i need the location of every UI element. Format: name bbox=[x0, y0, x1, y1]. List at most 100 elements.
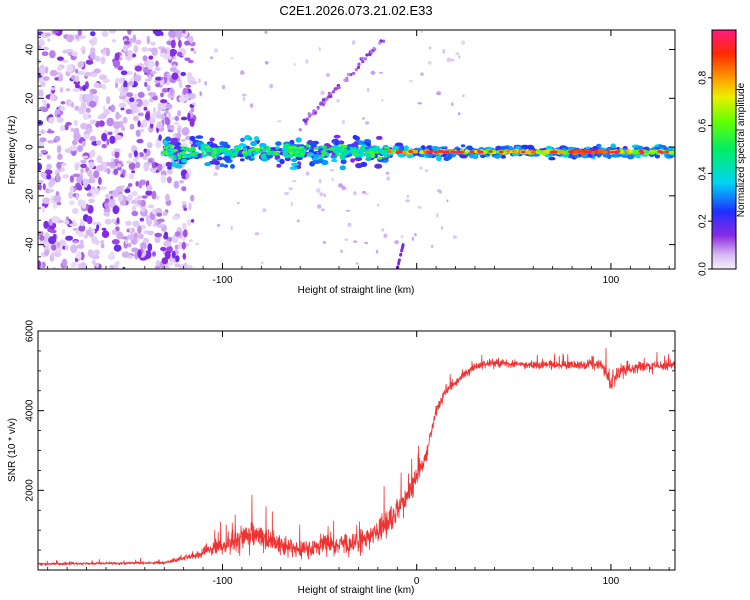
spectrogram-cell bbox=[129, 97, 135, 103]
spectrogram-cell bbox=[460, 144, 466, 148]
spectrogram-cell bbox=[602, 153, 609, 158]
spectrogram-cell bbox=[219, 141, 226, 146]
spectrogram-cell bbox=[46, 130, 55, 134]
snr-x-tick-label: 0 bbox=[414, 576, 420, 587]
spectrogram-cell bbox=[165, 103, 173, 110]
spectrogram-cell bbox=[353, 141, 359, 147]
figure-title: C2E1.2026.073.21.02.E33 bbox=[279, 3, 432, 18]
spectrogram-cell bbox=[95, 165, 104, 172]
spectrogram-cell bbox=[187, 59, 194, 64]
spectrogram-cell bbox=[133, 115, 139, 122]
spectrogram-cell bbox=[321, 145, 328, 149]
spectrogram-cell bbox=[400, 249, 404, 253]
spectrogram-cell bbox=[376, 156, 383, 160]
spectrogram-cell bbox=[179, 264, 186, 269]
spectrogram-cell bbox=[115, 111, 120, 120]
spectrogram-cell bbox=[157, 218, 165, 223]
snr-panel: -100 0 100 2000 4000 6000 Height of straight… bbox=[7, 319, 676, 596]
spectrogram-cell bbox=[170, 67, 178, 72]
snr-series-line bbox=[38, 347, 675, 567]
spectrogram-cell bbox=[304, 120, 308, 124]
spectrogram-cell bbox=[89, 135, 97, 142]
spectrogram-cell bbox=[130, 199, 138, 205]
spectrogram-cell bbox=[80, 47, 85, 52]
spectrogram-cell bbox=[114, 134, 123, 141]
spectrogram-cell bbox=[312, 154, 321, 159]
spectrogram-cell bbox=[158, 134, 162, 141]
spectrogram-cell bbox=[123, 40, 131, 45]
spectrogram-cell bbox=[189, 153, 194, 157]
spectrogram-cell bbox=[56, 201, 62, 206]
spectrogram-cell bbox=[146, 184, 153, 192]
spectrogram-cell bbox=[277, 120, 282, 123]
spectrogram-cell bbox=[101, 230, 110, 239]
spectrogram-cell bbox=[65, 88, 71, 92]
spectrogram-cell bbox=[112, 189, 119, 198]
spectrogram-cell bbox=[343, 78, 347, 82]
spectrogram-cell bbox=[127, 50, 133, 57]
spectrogram-cell bbox=[400, 246, 404, 250]
spectrogram-cell bbox=[629, 149, 633, 153]
colorbar-tick-label: 0.8 bbox=[698, 70, 709, 84]
spectrogram-cell bbox=[40, 129, 45, 135]
spectrogram-cell bbox=[150, 70, 157, 75]
spectrogram-cell bbox=[462, 94, 465, 97]
spectrogram-cell bbox=[160, 99, 168, 104]
spectrogram-cell bbox=[308, 114, 312, 118]
spectrogram-cell bbox=[334, 140, 340, 146]
spectrogram-cell bbox=[147, 230, 154, 236]
spectrogram-cell bbox=[100, 243, 105, 249]
spectrogram-cell bbox=[72, 207, 79, 215]
spectrogram-cell bbox=[103, 211, 111, 217]
spectrogram-cell bbox=[148, 74, 152, 82]
spectrogram-cell bbox=[137, 225, 142, 234]
spectrogram-cell bbox=[141, 46, 148, 53]
spectrogram-cell bbox=[165, 136, 172, 142]
spectrogram-cell bbox=[156, 121, 163, 129]
spectrogram-cell bbox=[189, 80, 198, 85]
spectrogram-cell bbox=[93, 170, 100, 179]
spectrogram-cell bbox=[265, 145, 270, 149]
spectrogram-x-tick-label: 100 bbox=[603, 275, 620, 286]
spectrogram-cell bbox=[128, 173, 135, 180]
spectrogram-cell bbox=[150, 112, 156, 119]
spectrogram-cell bbox=[69, 175, 74, 183]
spectrogram-cell bbox=[131, 190, 138, 197]
spectrogram-cell bbox=[41, 99, 47, 104]
spectrogram-cell bbox=[611, 153, 620, 158]
spectrogram-cell bbox=[336, 150, 342, 154]
colorbar-label: Normalized spectral amplitude bbox=[736, 82, 747, 217]
spectrogram-cell bbox=[80, 159, 87, 164]
spectrogram-cell bbox=[379, 151, 384, 154]
spectrogram-cell bbox=[264, 30, 268, 34]
spectrogram-cell bbox=[123, 86, 129, 92]
spectrogram-cell bbox=[181, 186, 187, 192]
spectrogram-cell bbox=[106, 161, 111, 167]
spectrogram-cell bbox=[230, 57, 234, 60]
spectrogram-cell bbox=[70, 185, 74, 190]
spectrogram-cell bbox=[176, 51, 183, 57]
spectrogram-cell bbox=[405, 199, 410, 203]
spectrogram-cell bbox=[313, 147, 319, 150]
spectrogram-cell bbox=[118, 88, 122, 92]
spectrogram-cell bbox=[112, 121, 121, 130]
spectrogram-cell bbox=[290, 162, 299, 167]
spectrogram-cell bbox=[119, 77, 123, 84]
spectrogram-cell bbox=[499, 150, 504, 154]
spectrogram-cell bbox=[154, 163, 159, 167]
spectrogram-cell bbox=[279, 159, 285, 165]
spectrogram-cell bbox=[152, 207, 156, 215]
spectrogram-cell bbox=[664, 150, 669, 154]
spectrogram-cell bbox=[102, 78, 111, 83]
spectrogram-cell bbox=[178, 152, 182, 156]
spectrogram-cell bbox=[173, 121, 180, 126]
spectrogram-cell bbox=[223, 147, 229, 152]
spectrogram-cell bbox=[156, 163, 163, 172]
spectrogram-cell bbox=[386, 176, 391, 181]
spectrogram-cell bbox=[117, 193, 123, 202]
spectrogram-cell bbox=[463, 152, 468, 155]
colorbar-ticks: 0.0 0.2 0.4 0.6 0.8 bbox=[698, 70, 712, 276]
spectrogram-cell bbox=[134, 74, 142, 82]
spectrogram-cell bbox=[75, 192, 79, 201]
spectrogram-cell bbox=[145, 190, 153, 196]
